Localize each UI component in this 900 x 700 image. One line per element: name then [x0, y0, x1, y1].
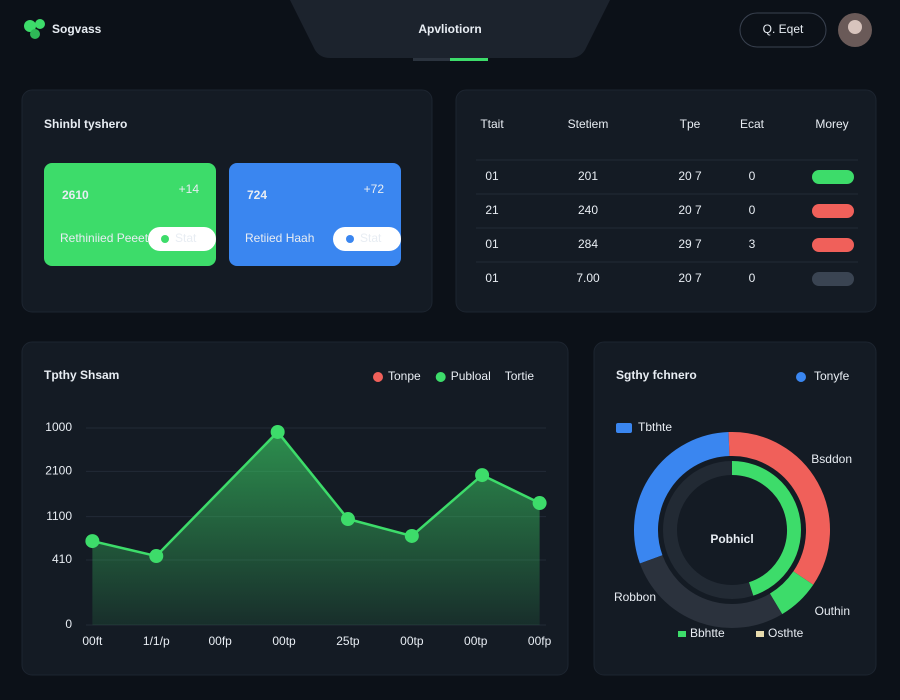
x-tick-label: 1/1/p	[143, 634, 170, 648]
point	[404, 528, 419, 543]
stat-value: 724	[247, 188, 267, 202]
table-header: Stetiem	[568, 117, 609, 131]
stat-label: Retiied Haah	[245, 231, 314, 245]
x-tick-label: 00tp	[464, 634, 488, 648]
legend-label: Tonpe	[388, 369, 421, 383]
y-tick-label: 1100	[46, 509, 72, 523]
table-cell: 20 7	[678, 203, 702, 217]
point	[85, 534, 100, 549]
y-tick-label: 410	[52, 552, 72, 566]
search-text: Q. Eqet	[763, 22, 804, 36]
table-cell: 01	[485, 237, 499, 251]
tab-shape	[290, 0, 610, 58]
stat-button[interactable]	[148, 227, 216, 251]
stat-label: Rethiniied Peeet	[60, 231, 149, 245]
point	[340, 512, 355, 527]
table-cell: 0	[749, 203, 756, 217]
status-pill	[812, 170, 854, 184]
x-tick-label: 00fp	[208, 634, 232, 648]
table-cell: 240	[578, 203, 598, 217]
legend-dot	[373, 372, 383, 382]
segment-label: Bsddon	[811, 452, 852, 466]
stat-button-label: Stat	[175, 231, 197, 245]
card-title: Shinbl tyshero	[44, 117, 127, 131]
stat-button-label: Stat	[360, 231, 382, 245]
legend-dot	[435, 372, 446, 382]
table-cell: 7.00	[576, 271, 600, 285]
segment-label: Tbthte	[638, 420, 672, 434]
legend-swatch	[756, 631, 764, 637]
donut-segment	[634, 432, 730, 564]
card	[455, 89, 877, 313]
point	[475, 468, 490, 483]
center-label: Pobhicl	[710, 532, 753, 546]
x-tick-label: 00tp	[400, 634, 424, 648]
status-pill	[812, 204, 854, 218]
area	[92, 431, 540, 625]
stat-button-dot	[346, 235, 354, 243]
tab-indicator	[450, 58, 488, 61]
stat-button-dot	[161, 235, 169, 243]
table-header: Tpe	[680, 117, 701, 131]
table-cell: 29 7	[678, 237, 702, 251]
label-swatch	[616, 423, 632, 433]
point	[149, 549, 164, 564]
status-pill	[812, 238, 854, 252]
segment-label: Robbon	[614, 590, 656, 604]
logo	[24, 19, 45, 39]
x-tick-label: 00fp	[528, 634, 552, 648]
legend-label: Publoal	[451, 369, 491, 383]
donut-segment	[639, 554, 783, 628]
chart-title: Tpthy Shsam	[44, 368, 119, 382]
status-pill	[812, 272, 854, 286]
stat-delta: +14	[179, 182, 200, 196]
table-cell: 21	[485, 203, 499, 217]
table-cell: 20 7	[678, 169, 702, 183]
point	[532, 496, 547, 511]
table-cell: 20 7	[678, 271, 702, 285]
legend-label: Tonyfe	[814, 369, 850, 383]
stat-delta: +72	[364, 182, 385, 196]
x-tick-label: 25tp	[336, 634, 360, 648]
avatar-face	[848, 20, 862, 34]
donut-segment	[769, 570, 814, 615]
inner-segment	[731, 461, 801, 596]
legend-swatch	[678, 631, 686, 637]
table-cell: 0	[749, 271, 756, 285]
table-cell: 201	[578, 169, 598, 183]
search-box[interactable]	[739, 12, 827, 48]
chart-title: Sgthy fchnero	[616, 368, 697, 382]
y-tick-label: 0	[65, 617, 72, 631]
tab-label[interactable]: Apvliotiorn	[418, 22, 481, 36]
table-header: Morey	[815, 117, 848, 131]
legend-label: Tortie	[505, 369, 535, 383]
legend-dot	[796, 372, 806, 382]
point	[270, 424, 285, 439]
stat-button[interactable]	[333, 227, 401, 251]
x-tick-label: 00tp	[272, 634, 296, 648]
donut-segment	[728, 432, 830, 585]
table-header: Ecat	[740, 117, 765, 131]
legend-label: Bbhtte	[690, 626, 725, 640]
y-tick-label: 2100	[45, 464, 72, 478]
brand: Sogvass	[52, 22, 102, 36]
table-cell: 284	[578, 237, 598, 251]
table-cell: 01	[485, 271, 499, 285]
table-cell: 01	[485, 169, 499, 183]
legend-label: Osthte	[768, 626, 804, 640]
table-cell: 3	[749, 237, 756, 251]
segment-label: Outhin	[815, 604, 850, 618]
table-header: Ttait	[480, 117, 504, 131]
stat-value: 2610	[62, 188, 89, 202]
y-tick-label: 1000	[45, 420, 72, 434]
table-cell: 0	[749, 169, 756, 183]
x-tick-label: 00ft	[82, 634, 103, 648]
